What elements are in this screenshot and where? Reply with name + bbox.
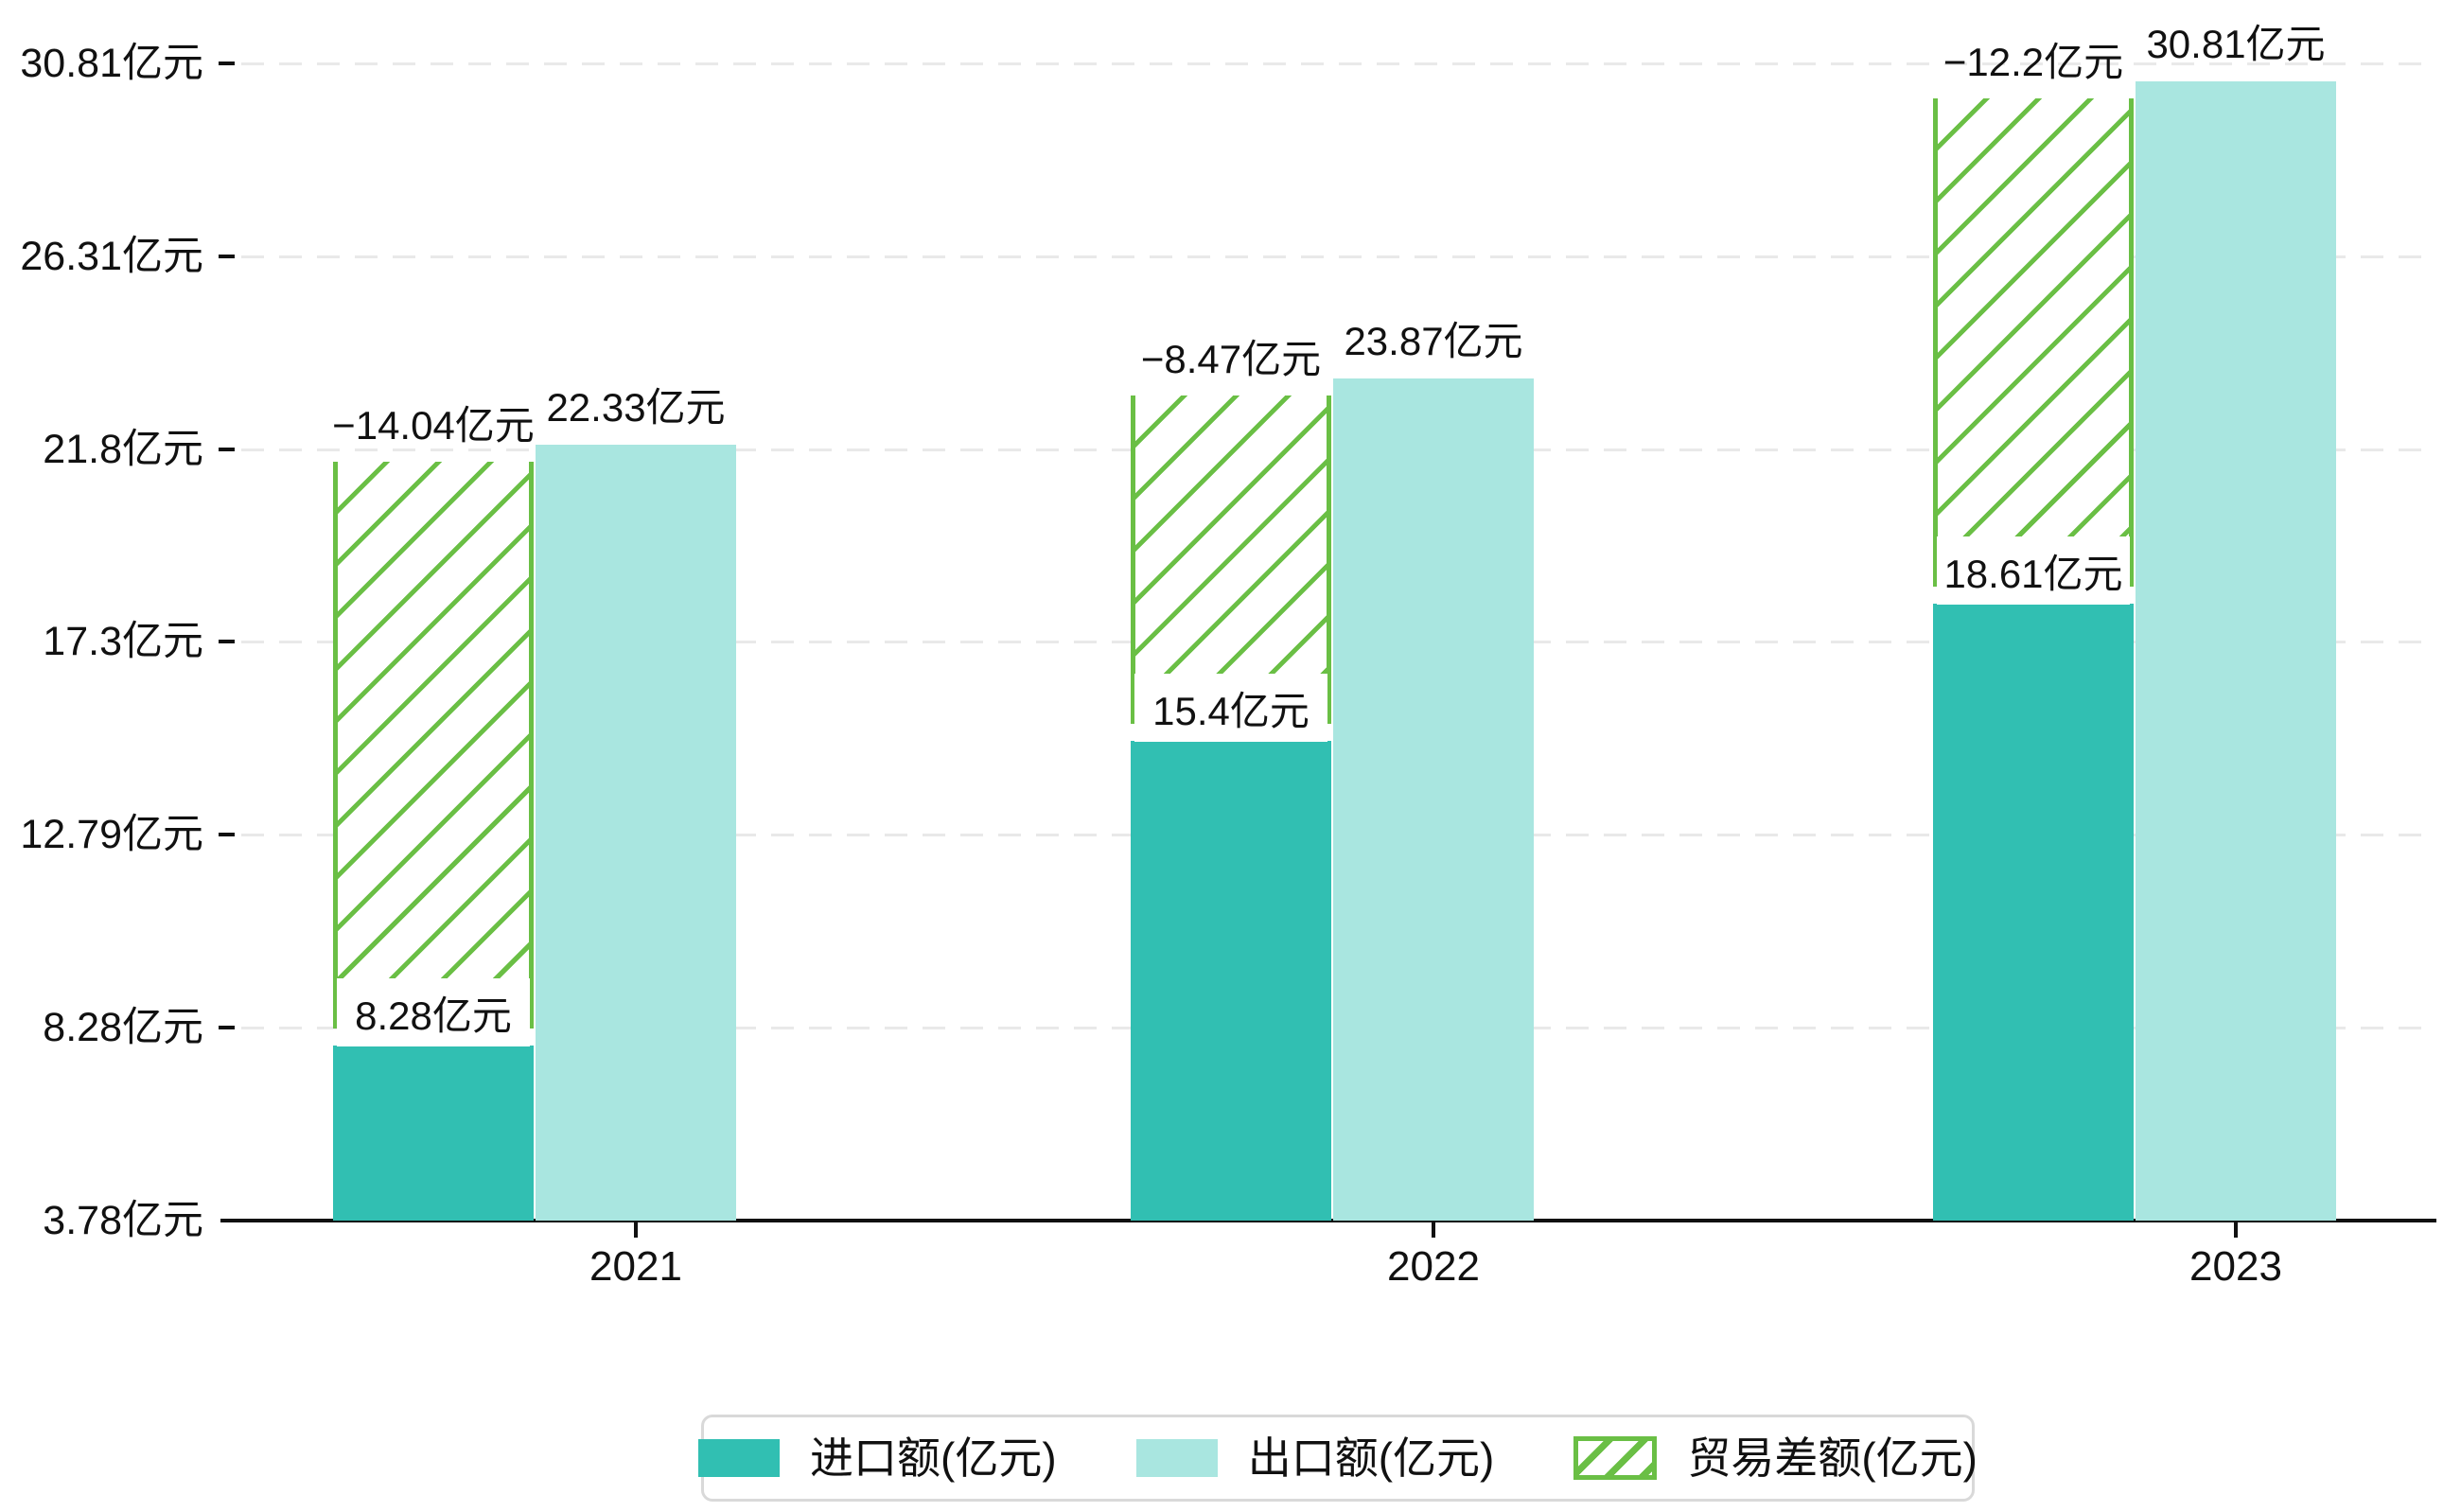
trade-difference-bar-2021 — [333, 462, 534, 1029]
gridline — [241, 255, 2432, 258]
import-bar-2021 — [333, 1046, 534, 1221]
y-axis-tick-label: 30.81亿元 — [20, 41, 203, 86]
y-axis-tick-mark — [219, 1026, 235, 1029]
export-bar-2022 — [1333, 378, 1534, 1221]
x-axis-tick-label-2023: 2023 — [2189, 1243, 2282, 1290]
import-bar-2022 — [1131, 741, 1331, 1221]
legend-label-import: 进口额(亿元) — [810, 1433, 1057, 1483]
y-axis-tick-label: 26.31亿元 — [20, 234, 203, 279]
legend-swatch-import-icon — [698, 1439, 781, 1477]
x-axis-tick-label-2021: 2021 — [589, 1243, 682, 1290]
y-axis-tick-mark — [219, 448, 235, 451]
legend-swatch-export-icon — [1135, 1439, 1218, 1477]
export-bar-2021 — [536, 445, 736, 1221]
legend: 进口额(亿元) 出口额(亿元) 贸易差额(亿元) — [698, 1415, 1978, 1502]
y-axis-tick-mark — [219, 62, 235, 65]
legend-swatch-trade-difference-icon — [1573, 1436, 1658, 1480]
y-axis-tick-mark — [219, 255, 235, 258]
y-axis-tick-label: 17.3亿元 — [43, 619, 203, 664]
legend-item-trade-difference: 贸易差额(亿元) — [1573, 1435, 1978, 1481]
export-value-label-2023: 30.81亿元 — [2146, 22, 2326, 66]
legend-label-export: 出口额(亿元) — [1247, 1433, 1495, 1483]
y-axis-tick-mark — [219, 640, 235, 643]
y-axis-tick-label: 21.8亿元 — [43, 427, 203, 472]
legend-label-trade-difference: 贸易差额(亿元) — [1687, 1433, 1978, 1483]
y-axis-tick-label: 8.28亿元 — [43, 1005, 203, 1050]
y-axis-tick-label: 12.79亿元 — [20, 812, 203, 857]
trade-difference-value-label-2022: −8.47亿元 — [1140, 337, 1322, 381]
x-axis-tick-mark-2022 — [1432, 1222, 1435, 1238]
import-value-label-2023: 18.61亿元 — [1937, 536, 2130, 605]
trade-difference-value-label-2023: −12.2亿元 — [1942, 40, 2124, 84]
import-value-label-2021: 8.28亿元 — [337, 978, 530, 1046]
import-bar-2023 — [1933, 604, 2134, 1221]
y-axis-tick-label: 3.78亿元 — [43, 1198, 203, 1243]
gridline — [241, 62, 2432, 65]
legend-item-import: 进口额(亿元) — [698, 1435, 1057, 1481]
export-value-label-2022: 23.87亿元 — [1344, 319, 1523, 363]
trade-difference-value-label-2021: −14.04亿元 — [332, 403, 535, 448]
y-axis-tick-mark — [219, 833, 235, 836]
x-axis-line — [220, 1219, 2436, 1222]
legend-item-export: 出口额(亿元) — [1135, 1433, 1495, 1483]
trade-difference-bar-2023 — [1933, 98, 2134, 587]
import-value-label-2022: 15.4亿元 — [1134, 674, 1327, 742]
export-bar-2023 — [2136, 81, 2336, 1221]
x-axis-tick-label-2022: 2022 — [1387, 1243, 1480, 1290]
x-axis-tick-mark-2023 — [2234, 1222, 2238, 1238]
trade-difference-bar-2022 — [1131, 396, 1331, 724]
export-value-label-2021: 22.33亿元 — [546, 385, 726, 430]
x-axis-tick-mark-2021 — [634, 1222, 638, 1238]
